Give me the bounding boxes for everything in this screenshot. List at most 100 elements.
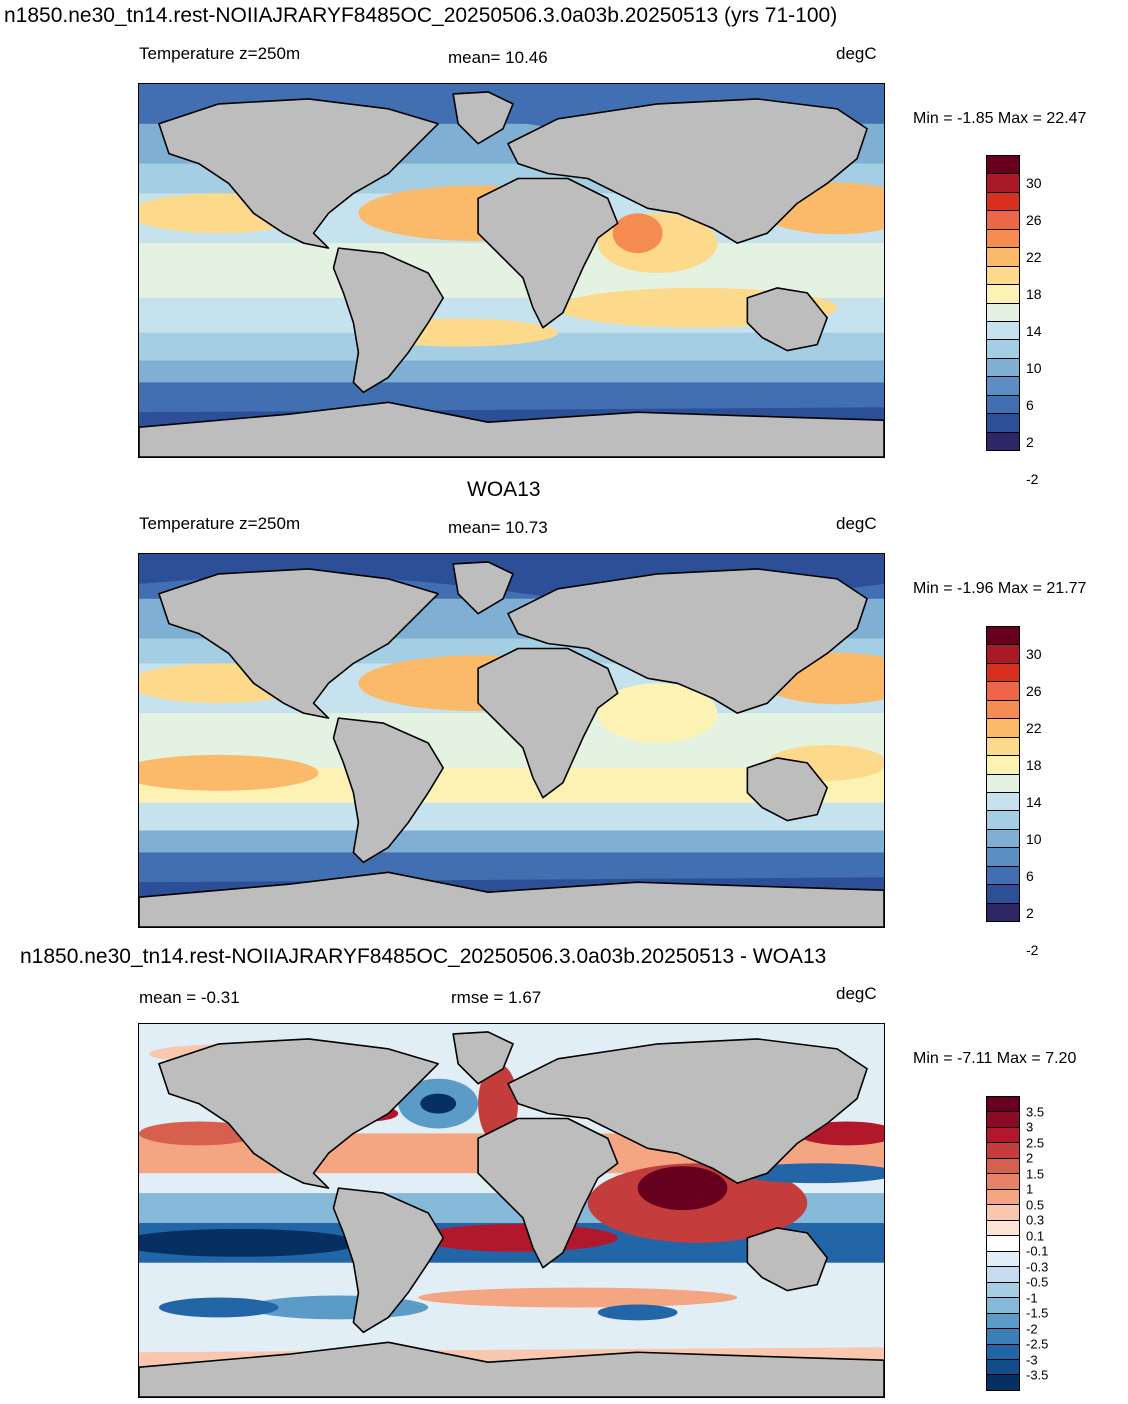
panel3-title: n1850.ne30_tn14.rest-NOIIAJRARYF8485OC_2… (20, 945, 827, 968)
colorbar-swatch (987, 1236, 1019, 1252)
colorbar-tick-label: -1.5 (1026, 1305, 1049, 1321)
colorbar-swatch (987, 1282, 1019, 1299)
colorbar-tick-label: 6 (1026, 867, 1034, 884)
colorbar-tick-label: 0.1 (1026, 1228, 1045, 1244)
colorbar-tick-label: 30 (1026, 174, 1042, 191)
panel2-title: WOA13 (467, 478, 541, 501)
colorbar-swatch (987, 174, 1019, 193)
panel3-map (138, 1023, 885, 1398)
colorbar-swatch (987, 848, 1019, 867)
colorbar-swatch (987, 1344, 1019, 1360)
panel1-minmax: Min = -1.85 Max = 22.47 (913, 110, 1087, 127)
colorbar-swatch (987, 1375, 1019, 1390)
panel2-field-label: Temperature z=250m (139, 514, 301, 533)
colorbar-swatch (987, 303, 1019, 322)
colorbar-swatch (987, 1174, 1019, 1190)
colorbar-tick-label: 22 (1026, 248, 1042, 265)
colorbar-swatch (987, 358, 1019, 378)
colorbar-swatch (987, 1313, 1019, 1330)
panel3-map-plot (139, 1024, 884, 1397)
colorbar-tick-label: 14 (1026, 322, 1042, 339)
panel3-units: degC (836, 984, 877, 1003)
colorbar-tick-label: 2 (1026, 1150, 1034, 1166)
panel1-colorbar (986, 155, 1020, 451)
colorbar-tick-label: 18 (1026, 756, 1042, 773)
colorbar-swatch (987, 432, 1019, 450)
colorbar-swatch (987, 792, 1019, 812)
colorbar-swatch (987, 1097, 1019, 1113)
colorbar-swatch (987, 266, 1019, 286)
colorbar-swatch (987, 1205, 1019, 1221)
colorbar-tick-label: 0.3 (1026, 1212, 1045, 1228)
colorbar-swatch (987, 1251, 1019, 1268)
colorbar-tick-label: 26 (1026, 682, 1042, 699)
colorbar-swatch (987, 627, 1019, 646)
colorbar-tick-label: 6 (1026, 396, 1034, 413)
colorbar-swatch (987, 1329, 1019, 1345)
colorbar-tick-label: 1 (1026, 1181, 1034, 1197)
colorbar-swatch (987, 1112, 1019, 1128)
panel3-rmse-label: rmse = 1.67 (451, 988, 542, 1007)
colorbar-tick-label: 26 (1026, 211, 1042, 228)
panel2-minmax: Min = -1.96 Max = 21.77 (913, 580, 1087, 597)
panel2-mean-label: mean= 10.73 (448, 518, 548, 537)
panel1-colorbar-labels: 30 26 22 18 14 10 6 2 -2 (1026, 155, 1086, 487)
colorbar-swatch (987, 645, 1019, 664)
colorbar-swatch (987, 285, 1019, 304)
colorbar-tick-label: 10 (1026, 359, 1042, 376)
colorbar-tick-label: -3 (1026, 1352, 1038, 1368)
main-title: n1850.ne30_tn14.rest-NOIIAJRARYF8485OC_2… (4, 4, 838, 27)
panel3-minmax: Min = -7.11 Max = 7.20 (913, 1050, 1077, 1067)
colorbar-tick-label: 18 (1026, 285, 1042, 302)
colorbar-tick-label: -1 (1026, 1290, 1038, 1306)
colorbar-tick-label: 0.5 (1026, 1197, 1045, 1213)
colorbar-swatch (987, 1127, 1019, 1144)
colorbar-tick-label: 2 (1026, 904, 1034, 921)
colorbar-swatch (987, 1267, 1019, 1283)
colorbar-tick-label: -2 (1026, 470, 1039, 487)
colorbar-swatch (987, 1359, 1019, 1376)
colorbar-swatch (987, 229, 1019, 249)
colorbar-tick-label: 30 (1026, 645, 1042, 662)
colorbar-tick-label: 1.5 (1026, 1166, 1045, 1182)
colorbar-tick-label: -2 (1026, 1321, 1038, 1337)
colorbar-tick-label: -2.5 (1026, 1336, 1049, 1352)
colorbar-swatch (987, 719, 1019, 738)
colorbar-tick-label: 2 (1026, 433, 1034, 450)
panel1-map (138, 83, 885, 458)
colorbar-swatch (987, 377, 1019, 396)
colorbar-swatch (987, 211, 1019, 230)
colorbar-swatch (987, 1158, 1019, 1175)
panel1-field-label: Temperature z=250m (139, 44, 301, 63)
colorbar-swatch (987, 774, 1019, 793)
colorbar-swatch (987, 737, 1019, 757)
colorbar-tick-label: -2 (1026, 941, 1039, 958)
colorbar-swatch (987, 829, 1019, 849)
colorbar-tick-label: -3.5 (1026, 1367, 1049, 1383)
colorbar-swatch (987, 192, 1019, 212)
panel2-colorbar (986, 626, 1020, 922)
colorbar-swatch (987, 682, 1019, 701)
panel3-colorbar (986, 1096, 1020, 1391)
colorbar-swatch (987, 756, 1019, 775)
panel1-units: degC (836, 44, 877, 63)
panel2-units: degC (836, 514, 877, 533)
colorbar-tick-label: -0.5 (1026, 1274, 1049, 1290)
panel2-colorbar-labels: 30 26 22 18 14 10 6 2 -2 (1026, 626, 1086, 958)
panel3-colorbar-labels: 3.5 3 2.5 2 1.5 1 0.5 0.3 0.1 -0.1 -0.3 -0.5 -1 -1.5-… (1026, 1096, 1086, 1391)
panel1-map-plot (139, 84, 884, 457)
colorbar-tick-label: 10 (1026, 830, 1042, 847)
colorbar-swatch (987, 811, 1019, 830)
panel2-map-plot (139, 554, 884, 927)
colorbar-tick-label: 22 (1026, 719, 1042, 736)
colorbar-swatch (987, 156, 1019, 175)
colorbar-tick-label: -0.1 (1026, 1243, 1049, 1259)
colorbar-swatch (987, 340, 1019, 359)
colorbar-swatch (987, 885, 1019, 904)
colorbar-tick-label: 2.5 (1026, 1135, 1045, 1151)
colorbar-swatch (987, 1220, 1019, 1237)
colorbar-tick-label: 3.5 (1026, 1104, 1045, 1120)
colorbar-swatch (987, 321, 1019, 341)
panel1-mean-label: mean= 10.46 (448, 48, 548, 67)
colorbar-swatch (987, 395, 1019, 415)
